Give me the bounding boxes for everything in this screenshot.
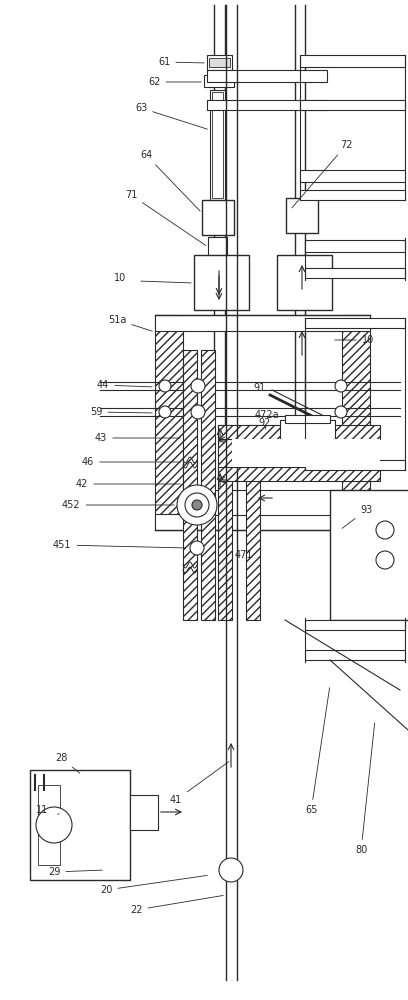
Bar [38,785,60,865]
Bar [286,198,318,233]
Text: 10: 10 [335,335,374,345]
Text: 63: 63 [135,103,207,129]
Bar [218,425,232,620]
Bar [246,425,260,620]
Circle shape [335,406,347,418]
Bar [201,350,215,620]
Text: 43: 43 [95,433,180,443]
Text: 62: 62 [148,77,201,87]
Bar [204,75,234,87]
Bar [232,439,380,467]
Circle shape [192,500,202,510]
Circle shape [335,380,347,392]
Bar [210,90,225,200]
Circle shape [219,858,243,882]
Bar [207,100,327,110]
Bar [305,240,405,252]
Bar [208,237,227,255]
Bar [207,70,327,82]
Text: 91: 91 [253,383,283,402]
Text: 28: 28 [55,753,80,773]
Bar [280,420,335,442]
Bar [212,92,223,198]
Bar [305,620,405,630]
Text: 64: 64 [140,150,200,211]
Bar [305,460,405,470]
Bar [342,315,370,530]
Bar [155,514,370,530]
Circle shape [376,521,394,539]
Text: 20: 20 [100,875,207,895]
Text: 80: 80 [355,723,375,855]
Text: 11: 11 [36,805,48,815]
Text: 65: 65 [305,688,330,815]
Text: 92: 92 [258,418,277,428]
Bar [183,490,342,515]
Bar [305,650,405,660]
Text: 472a: 472a [255,410,279,429]
Text: 452: 452 [62,500,174,510]
Bar [194,255,249,310]
Bar [300,170,405,182]
Bar [218,425,380,439]
Bar [30,770,130,880]
Circle shape [376,551,394,569]
Bar [155,315,183,530]
Text: 71: 71 [125,190,206,245]
Bar [285,415,330,423]
Bar [330,490,408,620]
Text: 72: 72 [292,140,353,208]
Circle shape [191,405,205,419]
Text: 41: 41 [170,762,229,805]
Text: 51a: 51a [108,315,152,331]
Text: 42: 42 [76,479,180,489]
Text: 10: 10 [114,273,126,283]
Circle shape [190,541,204,555]
Circle shape [185,493,209,517]
Bar [300,190,405,200]
Bar [218,467,380,481]
Bar [202,200,234,235]
Circle shape [177,485,217,525]
Bar [209,58,230,67]
Text: 59: 59 [90,407,152,417]
Bar [305,318,405,328]
Text: 93: 93 [342,505,372,528]
Text: 61: 61 [158,57,204,67]
Text: 44: 44 [97,380,152,390]
Bar [300,100,405,110]
Bar [207,55,232,70]
Text: 22: 22 [130,895,223,915]
Circle shape [191,379,205,393]
Bar [300,55,405,67]
Bar [277,255,332,310]
Circle shape [159,380,171,392]
Bar [183,350,197,620]
Text: 29: 29 [48,867,102,877]
Text: 46: 46 [82,457,180,467]
Bar [130,795,158,830]
Text: 471: 471 [232,550,253,560]
Circle shape [36,807,72,843]
Bar [155,315,370,331]
Bar [305,268,405,278]
Circle shape [159,406,171,418]
Text: 451: 451 [53,540,185,550]
